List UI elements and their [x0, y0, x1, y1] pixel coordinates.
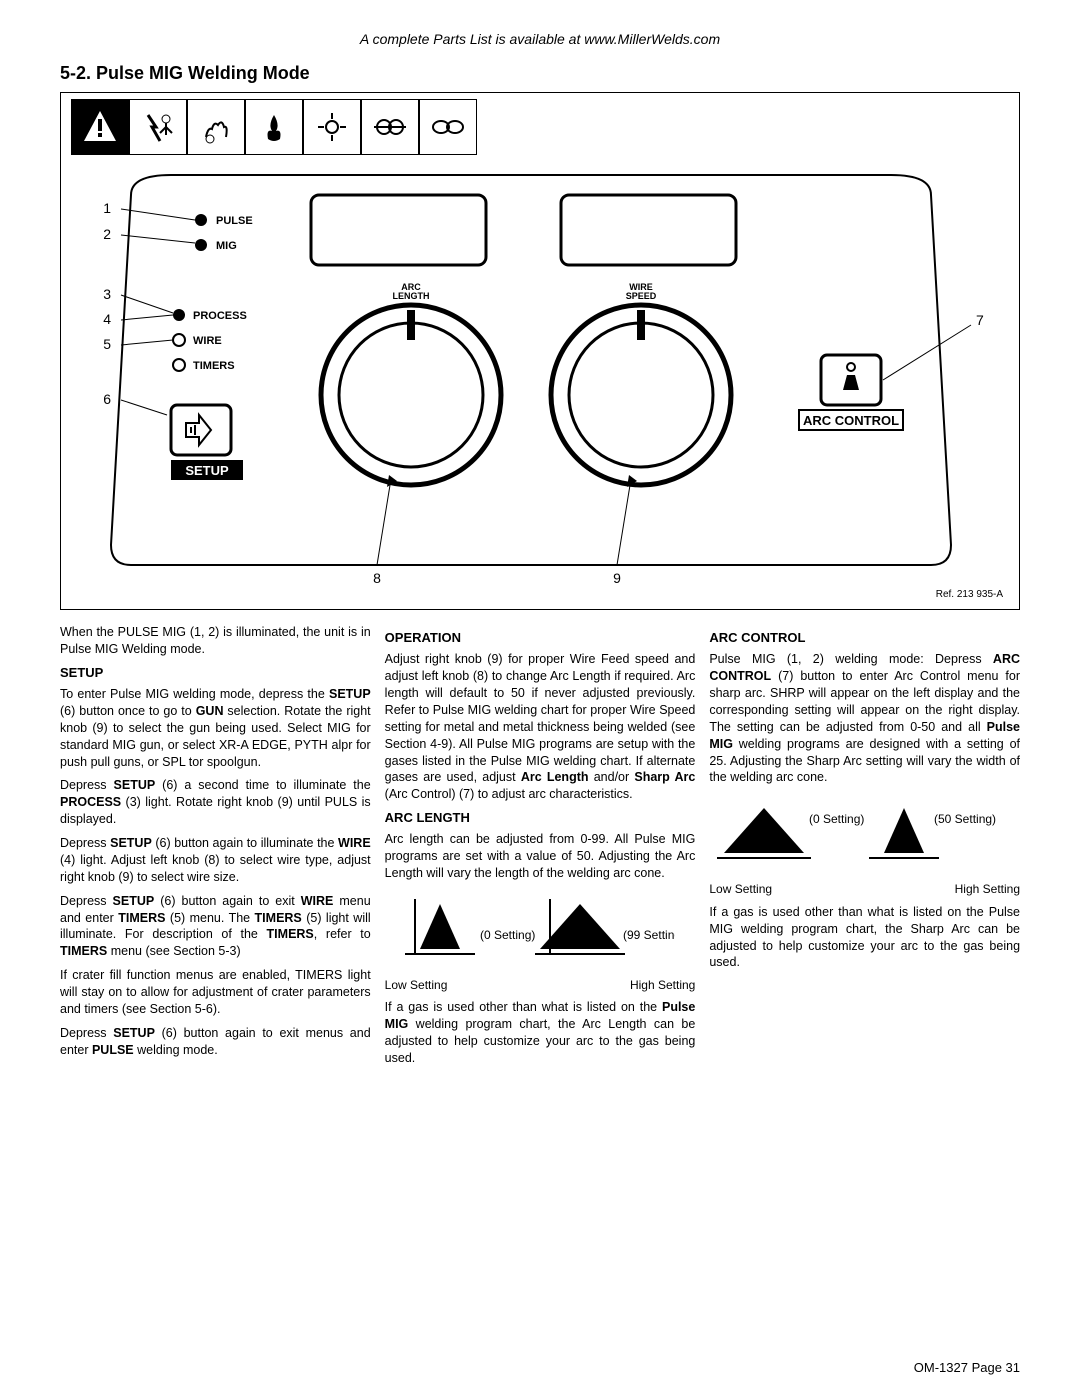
svg-text:WIRE: WIRE — [193, 335, 222, 347]
fire-icon — [245, 99, 303, 155]
setup-heading: SETUP — [60, 665, 371, 682]
al-low: Low Setting — [385, 978, 448, 994]
operation-heading: OPERATION — [385, 630, 696, 647]
svg-text:(50 Setting): (50 Setting) — [934, 812, 996, 826]
al-gas: If a gas is used other than what is list… — [385, 999, 696, 1067]
control-panel-diagram: ARC CONTROL ARC LENGTH WIRE SPEED PULSE … — [71, 165, 1009, 600]
svg-text:(0 Setting): (0 Setting) — [809, 812, 864, 826]
setup-p4: Depress SETUP (6) button again to exit W… — [60, 893, 371, 961]
ac-p1: Pulse MIG (1, 2) welding mode: Depress A… — [709, 651, 1020, 786]
svg-text:6: 6 — [103, 391, 111, 407]
svg-text:ARC CONTROL: ARC CONTROL — [803, 413, 899, 428]
warning-icon — [71, 99, 129, 155]
svg-text:TIMERS: TIMERS — [193, 360, 235, 372]
svg-text:LENGTH: LENGTH — [393, 291, 430, 301]
op-p1: Adjust right knob (9) for proper Wire Fe… — [385, 651, 696, 803]
intro: When the PULSE MIG (1, 2) is illuminated… — [60, 624, 371, 658]
setup-p1: To enter Pulse MIG welding mode, depress… — [60, 686, 371, 770]
arc-control-cone-diagram: (0 Setting) (50 Setting) Low Setting Hig… — [709, 793, 1020, 897]
svg-text:2: 2 — [103, 226, 111, 242]
setup-p3: Depress SETUP (6) button again to illumi… — [60, 835, 371, 886]
col-operation: OPERATION Adjust right knob (9) for prop… — [385, 624, 696, 1073]
page-footer: OM-1327 Page 31 — [914, 1360, 1020, 1377]
al-high: High Setting — [630, 978, 695, 994]
svg-text:4: 4 — [103, 311, 111, 327]
safety-icon-row — [71, 99, 1009, 155]
svg-text:9: 9 — [613, 570, 621, 586]
svg-text:SPEED: SPEED — [626, 291, 657, 301]
setup-p2: Depress SETUP (6) a second time to illum… — [60, 777, 371, 828]
ref-number: Ref. 213 935-A — [936, 588, 1003, 601]
arc-control-heading: ARC CONTROL — [709, 630, 1020, 647]
setup-p5: If crater fill function menus are enable… — [60, 967, 371, 1018]
svg-text:MIG: MIG — [216, 240, 237, 252]
setup-p6: Depress SETUP (6) button again to exit m… — [60, 1025, 371, 1059]
arc-length-heading: ARC LENGTH — [385, 810, 696, 827]
svg-text:3: 3 — [103, 286, 111, 302]
svg-text:1: 1 — [103, 200, 111, 216]
section-title: 5-2. Pulse MIG Welding Mode — [60, 62, 1020, 85]
ac-high: High Setting — [955, 882, 1020, 898]
spark-icon — [303, 99, 361, 155]
parts-icon — [361, 99, 419, 155]
ac-gas: If a gas is used other than what is list… — [709, 904, 1020, 972]
svg-text:7: 7 — [976, 312, 984, 328]
ac-low: Low Setting — [709, 882, 772, 898]
fumes-icon — [187, 99, 245, 155]
text-columns: When the PULSE MIG (1, 2) is illuminated… — [60, 624, 1020, 1073]
svg-text:5: 5 — [103, 336, 111, 352]
shock-icon — [129, 99, 187, 155]
svg-text:(99 Setting): (99 Setting) — [623, 928, 675, 942]
svg-text:PROCESS: PROCESS — [193, 310, 247, 322]
col-setup: When the PULSE MIG (1, 2) is illuminated… — [60, 624, 371, 1073]
svg-text:SETUP: SETUP — [185, 463, 229, 478]
svg-text:(0 Setting): (0 Setting) — [480, 928, 535, 942]
al-p1: Arc length can be adjusted from 0-99. Al… — [385, 831, 696, 882]
top-note: A complete Parts List is available at ww… — [60, 30, 1020, 48]
svg-text:8: 8 — [373, 570, 381, 586]
goggles-icon — [419, 99, 477, 155]
col-arc-control: ARC CONTROL Pulse MIG (1, 2) welding mod… — [709, 624, 1020, 1073]
diagram-frame: ARC CONTROL ARC LENGTH WIRE SPEED PULSE … — [60, 92, 1020, 611]
arc-length-cone-diagram: (0 Setting) (99 Setting) Low Setting Hig… — [385, 889, 696, 993]
svg-text:PULSE: PULSE — [216, 215, 253, 227]
